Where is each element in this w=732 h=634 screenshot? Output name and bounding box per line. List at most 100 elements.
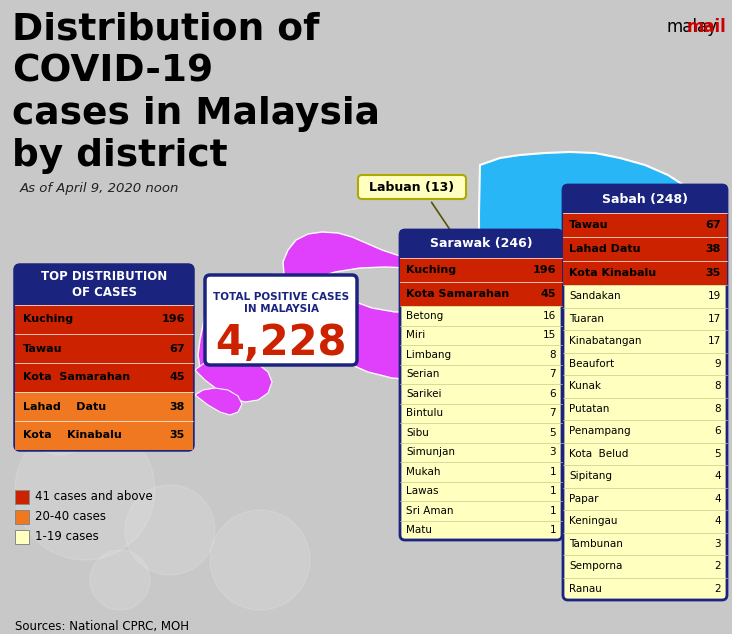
Text: 8: 8 (714, 404, 721, 414)
Text: 5: 5 (714, 449, 721, 459)
Bar (15, 305, 193, 334)
Bar (563, 261, 727, 285)
Text: Penampang: Penampang (569, 426, 631, 436)
Bar (15, 530, 29, 544)
Text: Limbang: Limbang (406, 350, 451, 359)
Text: 2: 2 (714, 584, 721, 594)
Polygon shape (479, 152, 712, 293)
Text: Tambunan: Tambunan (569, 539, 623, 549)
Bar (400, 282, 562, 306)
Text: Kota  Belud: Kota Belud (569, 449, 628, 459)
Text: malay: malay (667, 18, 718, 36)
Bar (15, 265, 193, 305)
Text: 67: 67 (706, 220, 721, 230)
Text: Miri: Miri (406, 330, 425, 340)
Circle shape (125, 485, 215, 575)
Text: 1-19 cases: 1-19 cases (35, 531, 99, 543)
FancyBboxPatch shape (15, 265, 193, 450)
Text: 41 cases and above: 41 cases and above (35, 491, 153, 503)
Text: mail: mail (687, 18, 726, 36)
Text: Keningau: Keningau (569, 516, 618, 526)
Text: 1: 1 (550, 525, 556, 535)
Text: 67: 67 (169, 344, 185, 354)
Text: 7: 7 (550, 369, 556, 379)
Text: Tawau: Tawau (23, 344, 62, 354)
Text: COVID-19: COVID-19 (12, 54, 213, 90)
FancyBboxPatch shape (205, 275, 357, 365)
Text: 35: 35 (706, 268, 721, 278)
Text: 20-40 cases: 20-40 cases (35, 510, 106, 524)
Text: 8: 8 (714, 381, 721, 391)
FancyBboxPatch shape (400, 230, 562, 540)
Text: 17: 17 (708, 314, 721, 324)
Text: TOTAL POSITIVE CASES
IN MALAYSIA: TOTAL POSITIVE CASES IN MALAYSIA (213, 292, 349, 314)
Text: 4: 4 (714, 471, 721, 481)
Bar (563, 213, 727, 237)
FancyBboxPatch shape (563, 185, 727, 600)
Text: 45: 45 (170, 373, 185, 382)
FancyBboxPatch shape (358, 175, 466, 199)
Bar (15, 392, 193, 421)
Text: cases in Malaysia: cases in Malaysia (12, 96, 380, 132)
Text: Lahad    Datu: Lahad Datu (23, 401, 106, 411)
Text: 4,228: 4,228 (215, 322, 347, 364)
Polygon shape (283, 232, 492, 292)
Text: Kunak: Kunak (569, 381, 601, 391)
Text: 35: 35 (170, 430, 185, 441)
Text: Sarawak (246): Sarawak (246) (430, 238, 532, 250)
Text: Matu: Matu (406, 525, 432, 535)
Text: Papar: Papar (569, 494, 599, 504)
Text: Betong: Betong (406, 311, 444, 321)
Text: Semporna: Semporna (569, 561, 622, 571)
Text: 8: 8 (550, 350, 556, 359)
Text: Sabah (248): Sabah (248) (602, 193, 688, 205)
Text: 1: 1 (550, 486, 556, 496)
Text: 5: 5 (550, 428, 556, 437)
Polygon shape (198, 274, 498, 380)
Text: 38: 38 (706, 244, 721, 254)
Bar (15, 421, 193, 450)
Bar (563, 185, 727, 213)
Text: 3: 3 (714, 539, 721, 549)
Text: Kota    Kinabalu: Kota Kinabalu (23, 430, 122, 441)
Text: Sibu: Sibu (406, 428, 429, 437)
Text: Kinabatangan: Kinabatangan (569, 336, 641, 346)
Text: Sipitang: Sipitang (569, 471, 612, 481)
Text: 6: 6 (550, 389, 556, 399)
Text: Lawas: Lawas (406, 486, 438, 496)
Text: Bintulu: Bintulu (406, 408, 443, 418)
Bar (563, 237, 727, 261)
Text: Mukah: Mukah (406, 467, 441, 477)
Bar (15, 490, 29, 504)
Text: Kota Samarahan: Kota Samarahan (406, 289, 509, 299)
Text: Serian: Serian (406, 369, 439, 379)
Text: Sources: National CPRC, MOH: Sources: National CPRC, MOH (15, 620, 189, 633)
Text: 3: 3 (550, 447, 556, 457)
Text: 1: 1 (550, 467, 556, 477)
Text: 6: 6 (714, 426, 721, 436)
Text: Distribution of: Distribution of (12, 12, 319, 48)
Text: Tawau: Tawau (569, 220, 608, 230)
Text: Simunjan: Simunjan (406, 447, 455, 457)
Bar (400, 230, 562, 258)
Text: Labuan (13): Labuan (13) (370, 181, 455, 193)
Text: Sandakan: Sandakan (569, 291, 621, 301)
Text: Kota Kinabalu: Kota Kinabalu (569, 268, 656, 278)
Text: As of April 9, 2020 noon: As of April 9, 2020 noon (20, 182, 179, 195)
Text: TOP DISTRIBUTION
OF CASES: TOP DISTRIBUTION OF CASES (41, 271, 167, 299)
Text: 17: 17 (708, 336, 721, 346)
Circle shape (90, 550, 150, 610)
Text: 1: 1 (550, 506, 556, 515)
Polygon shape (472, 291, 508, 348)
Bar (15, 510, 29, 524)
Text: Kuching: Kuching (23, 314, 73, 325)
Text: Putatan: Putatan (569, 404, 609, 414)
Polygon shape (195, 358, 272, 402)
Bar (400, 258, 562, 282)
Text: 7: 7 (550, 408, 556, 418)
Text: Tuaran: Tuaran (569, 314, 604, 324)
Text: 196: 196 (532, 265, 556, 275)
Text: Kota  Samarahan: Kota Samarahan (23, 373, 130, 382)
Text: by district: by district (12, 138, 228, 174)
Text: 38: 38 (170, 401, 185, 411)
